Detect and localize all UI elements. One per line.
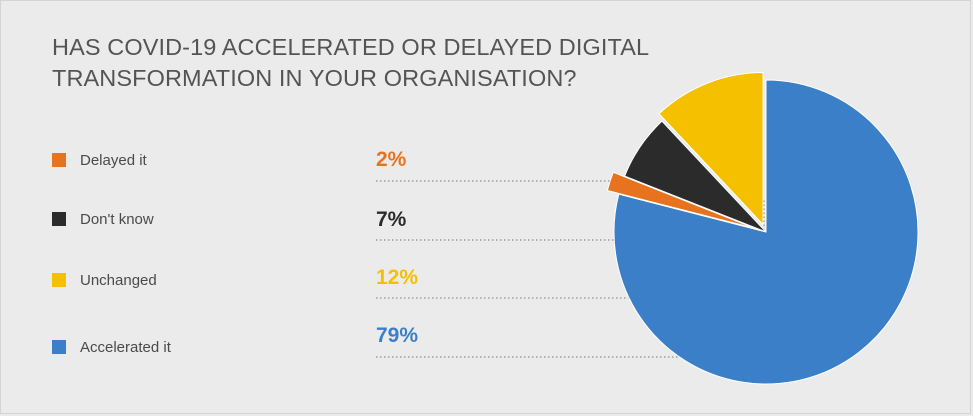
pie-slices (606, 72, 919, 385)
legend-item-dont-know: Don't know (52, 209, 154, 229)
legend-item-unchanged: Unchanged (52, 270, 157, 290)
data-label-dont-know: 7% (376, 208, 407, 231)
chart-title-line-1: HAS COVID-19 ACCELERATED OR DELAYED DIGI… (52, 34, 650, 60)
chart-title: HAS COVID-19 ACCELERATED OR DELAYED DIGI… (52, 32, 692, 94)
data-label-unchanged: 12% (376, 266, 419, 289)
legend-label-unchanged: Unchanged (80, 271, 157, 289)
chart-title-line-2: TRANSFORMATION IN YOUR ORGANISATION? (52, 65, 577, 91)
legend-swatch-accelerated (52, 340, 66, 354)
slice-delayed (606, 171, 755, 229)
legend-item-accelerated: Accelerated it (52, 337, 171, 357)
slice-unchanged (658, 72, 764, 226)
data-label-delayed: 2% (376, 148, 407, 171)
slice-accelerated (613, 79, 919, 385)
legend-label-dont-know: Don't know (80, 210, 154, 228)
legend-item-delayed: Delayed it (52, 150, 147, 170)
legend-swatch-unchanged (52, 273, 66, 287)
slice-dont-know (624, 120, 767, 233)
data-label-accelerated: 79% (376, 324, 419, 347)
legend-label-delayed: Delayed it (80, 151, 147, 169)
legend-swatch-dont-know (52, 212, 66, 226)
legend-swatch-delayed (52, 153, 66, 167)
legend-label-accelerated: Accelerated it (80, 338, 171, 356)
